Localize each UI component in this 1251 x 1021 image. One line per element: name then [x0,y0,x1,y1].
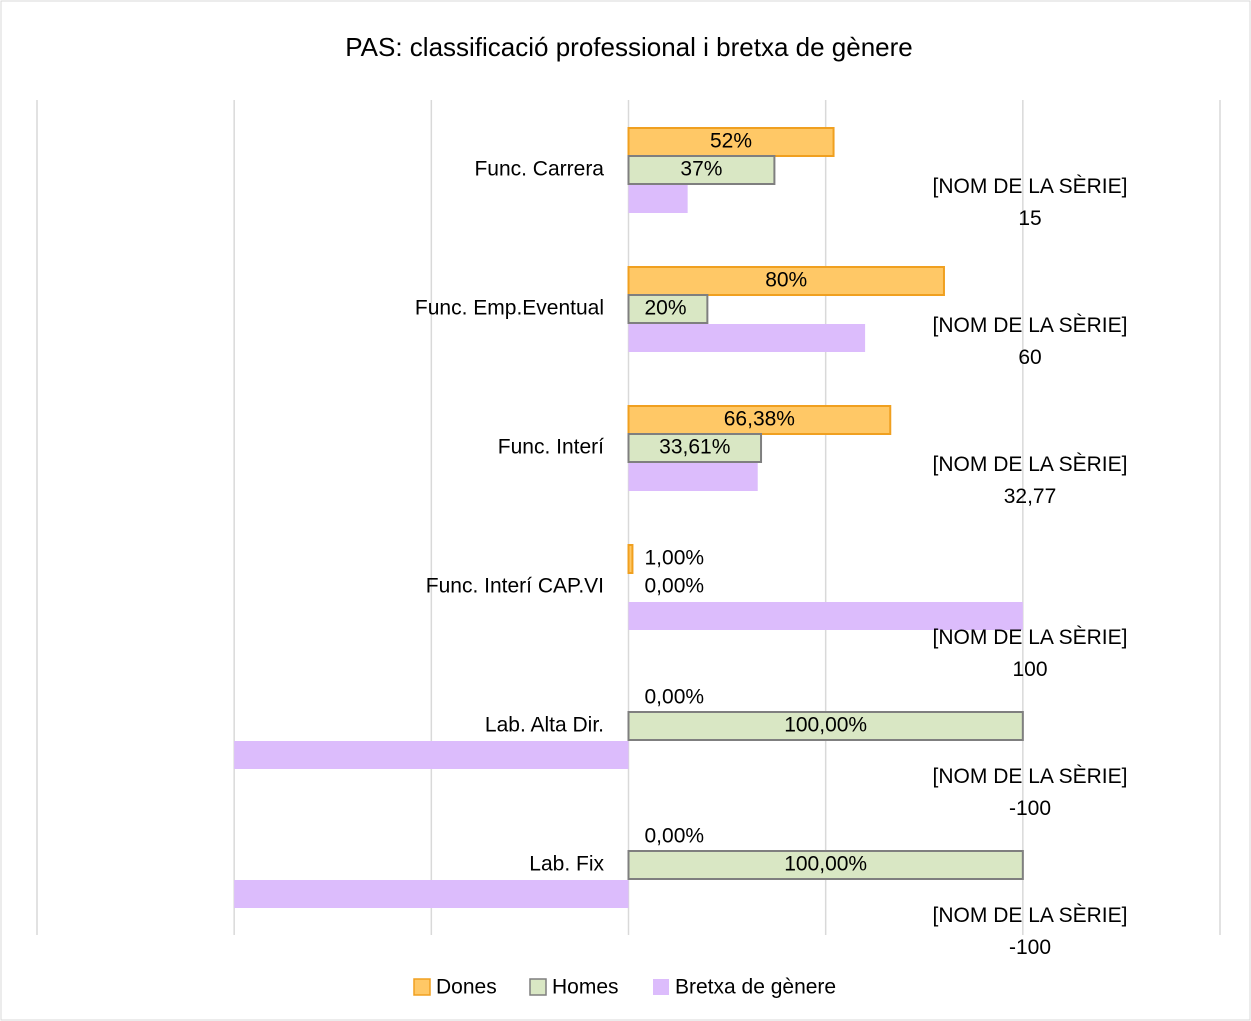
data-label: [NOM DE LA SÈRIE] 32,77 [933,453,1128,508]
legend-swatch [529,978,547,996]
bar [627,433,763,463]
bar [627,294,709,324]
bar [627,711,1024,741]
category-label: Func. Interí CAP.VI [426,575,604,598]
bar [628,324,866,352]
legend-label: Bretxa de gènere [675,976,836,999]
bar [234,880,629,908]
bar [627,544,634,574]
category-label: Func. Interí [498,436,604,459]
category-label: Func. Carrera [474,158,604,181]
bar [627,155,776,185]
data-label: [NOM DE LA SÈRIE] -100 [933,765,1128,820]
data-label: 1,00% [645,547,705,570]
data-label: [NOM DE LA SÈRIE] 15 [933,175,1128,230]
data-label: 100,00% [784,714,867,737]
data-label: 37% [680,158,722,181]
data-label: 66,38% [724,408,795,431]
data-label: [NOM DE LA SÈRIE] 100 [933,626,1128,681]
data-label: 80% [765,269,807,292]
bar [627,405,892,435]
legend-swatch [413,978,431,996]
legend-label: Dones [436,976,497,999]
data-label: [NOM DE LA SÈRIE] 60 [933,314,1128,369]
legend-swatch [653,979,669,995]
data-label: 0,00% [645,686,705,709]
bar [627,266,945,296]
category-label: Func. Emp.Eventual [415,297,604,320]
bar [234,741,629,769]
data-label: 0,00% [645,575,705,598]
data-label: 52% [710,130,752,153]
chart-title: PAS: classificació professional i bretxa… [345,32,912,62]
data-label: 100,00% [784,853,867,876]
category-label: Lab. Alta Dir. [485,714,604,737]
bar [628,602,1023,630]
data-label: 20% [645,297,687,320]
data-label: 0,00% [645,825,705,848]
data-label: [NOM DE LA SÈRIE] -100 [933,904,1128,959]
bar [627,850,1024,880]
data-label: 33,61% [659,436,730,459]
legend-label: Homes [552,976,619,999]
bar [628,463,758,491]
bar [628,185,688,213]
category-label: Lab. Fix [529,853,604,876]
